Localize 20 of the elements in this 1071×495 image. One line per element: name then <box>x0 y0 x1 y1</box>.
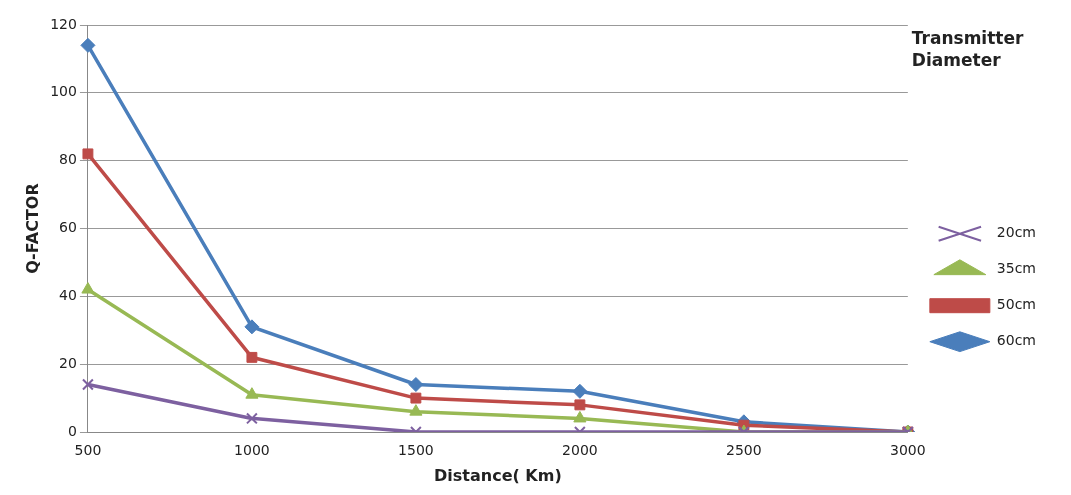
legend-label: 50cm <box>996 296 1037 313</box>
y-tick-label: 120 <box>50 15 77 32</box>
legend-title: Transmitter Diameter <box>911 27 1024 70</box>
x-tick-label: 1000 <box>234 442 270 459</box>
legend-label: 20cm <box>996 224 1037 241</box>
legend-label: 35cm <box>996 260 1037 277</box>
y-tick-label: 0 <box>68 422 77 439</box>
x-tick-label: 500 <box>74 442 102 459</box>
y-tick-label: 100 <box>50 83 77 100</box>
x-tick-label: 1500 <box>398 442 434 459</box>
x-tick-label: 2500 <box>726 442 762 459</box>
legend-label: 60cm <box>996 332 1037 349</box>
y-axis-title: Q-FACTOR <box>22 183 42 274</box>
y-tick-label: 60 <box>59 219 77 236</box>
y-tick-label: 80 <box>59 151 77 168</box>
x-tick-label: 3000 <box>890 442 926 459</box>
x-tick-label: 2000 <box>562 442 598 459</box>
y-tick-label: 40 <box>59 286 77 303</box>
y-tick-label: 20 <box>59 354 77 371</box>
x-axis-title: Distance( Km) <box>434 465 562 485</box>
